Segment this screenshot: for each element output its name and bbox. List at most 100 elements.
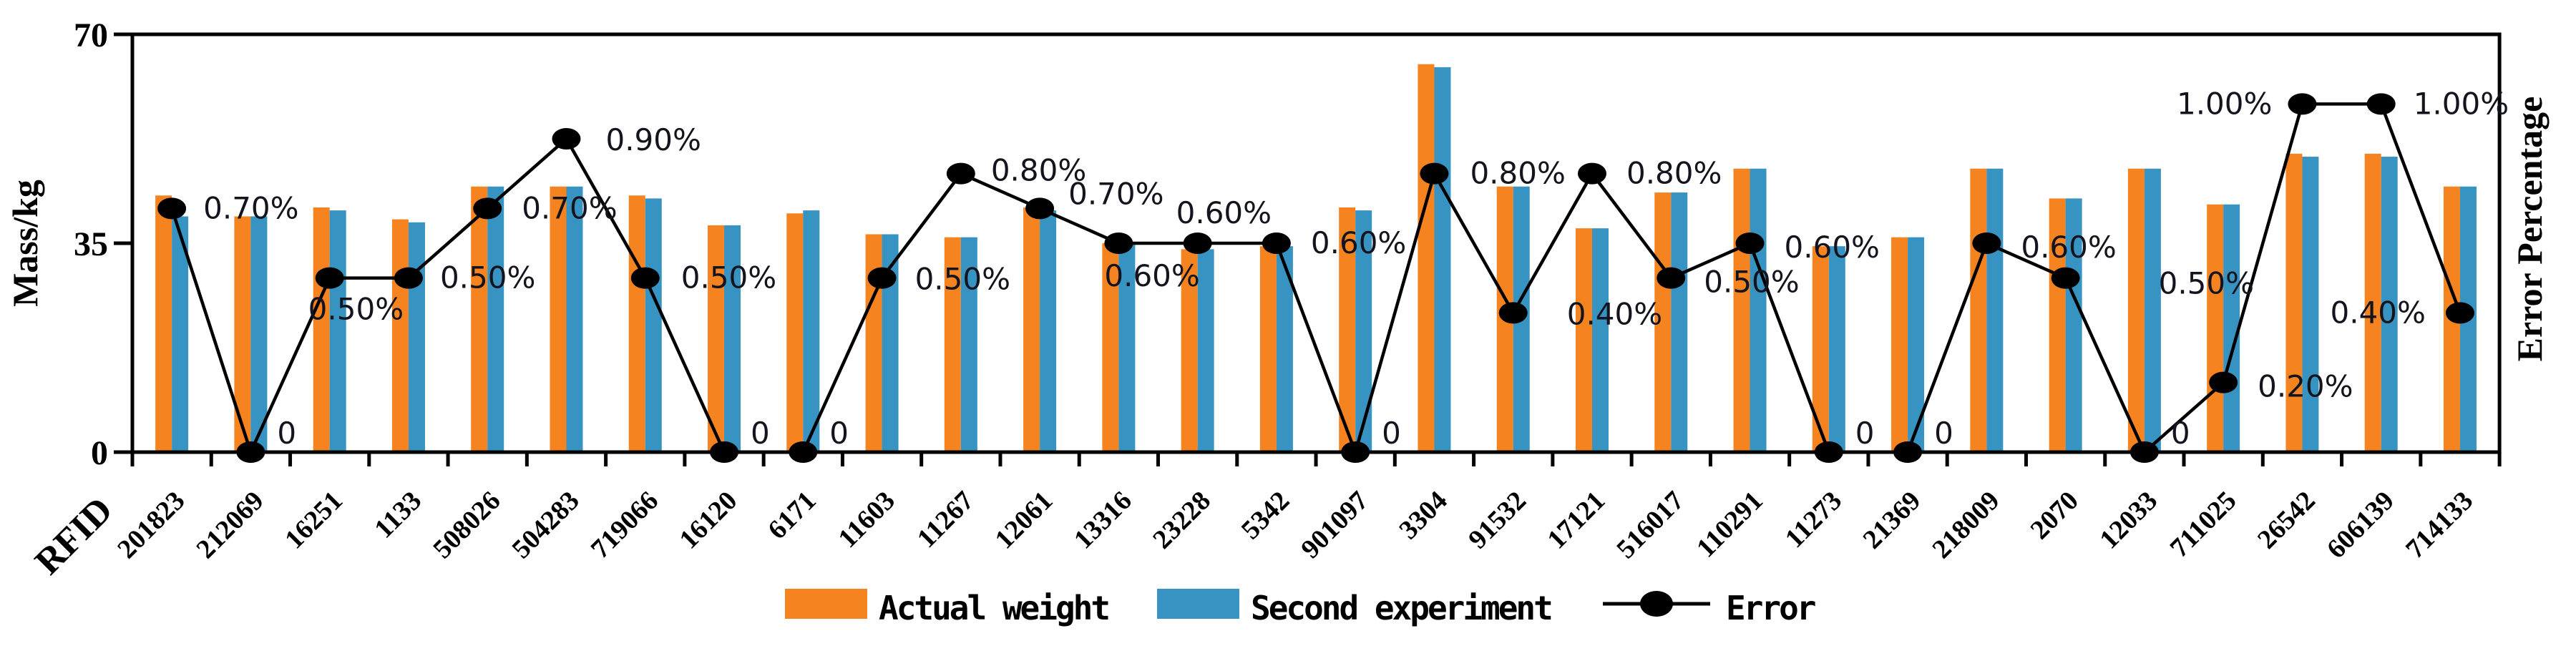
legend-label-actual-weight: Actual weight xyxy=(879,589,1108,627)
error-point-marker xyxy=(630,267,660,289)
bar-second-experiment xyxy=(1040,210,1057,452)
error-value-label: 0.60% xyxy=(2021,230,2116,265)
error-point-marker xyxy=(1577,162,1606,185)
x-category-label: 212069 xyxy=(190,486,269,564)
error-point-marker xyxy=(1657,267,1686,289)
error-point-marker xyxy=(1893,441,1923,463)
error-value-label: 0.90% xyxy=(605,122,701,157)
error-value-label: 0.50% xyxy=(915,262,1010,297)
error-point-marker xyxy=(2051,267,2080,289)
error-value-label: 0.60% xyxy=(1785,230,1880,265)
error-point-marker xyxy=(1025,197,1055,220)
x-category-label: 714133 xyxy=(2400,486,2479,564)
bar-second-experiment xyxy=(1908,237,1925,452)
error-value-label: 0 xyxy=(829,416,849,451)
error-point-marker xyxy=(1814,441,1843,463)
bar-second-experiment xyxy=(487,186,504,452)
bar-actual-weight xyxy=(2285,153,2303,452)
x-category-label: 5342 xyxy=(1236,486,1295,545)
error-point-marker xyxy=(2209,371,2238,393)
bar-actual-weight xyxy=(708,225,725,452)
bar-actual-weight xyxy=(550,186,567,452)
error-value-label: 0.70% xyxy=(522,190,617,225)
error-point-marker xyxy=(236,441,265,463)
error-value-label: 0 xyxy=(1855,416,1875,451)
bar-actual-weight xyxy=(1023,207,1040,452)
bar-second-experiment xyxy=(1197,249,1214,452)
error-value-label: 0 xyxy=(277,416,296,451)
bar-actual-weight xyxy=(155,195,172,452)
error-value-label: 0.50% xyxy=(681,260,776,295)
bar-actual-weight xyxy=(1418,64,1435,452)
bar-second-experiment xyxy=(2065,198,2082,452)
x-category-label: 901097 xyxy=(1295,486,1374,564)
error-value-label: 1.00% xyxy=(2177,86,2272,121)
x-category-label: 201823 xyxy=(112,486,190,564)
error-value-label: 0 xyxy=(2171,416,2190,451)
legend-swatch-actual-weight xyxy=(785,589,867,619)
bar-second-experiment xyxy=(408,222,425,452)
bar-actual-weight xyxy=(1181,249,1198,452)
bar-second-experiment xyxy=(172,216,189,452)
x-category-label: 719066 xyxy=(585,486,664,564)
x-category-label: 12033 xyxy=(2094,486,2163,555)
x-category-label: 516017 xyxy=(1611,486,1689,564)
x-category-label: 508026 xyxy=(427,486,506,564)
error-value-label: 1.00% xyxy=(2414,86,2509,121)
x-category-label: 1133 xyxy=(369,486,427,544)
bar-second-experiment xyxy=(882,234,899,452)
bar-actual-weight xyxy=(944,237,961,452)
error-point-marker xyxy=(946,162,975,185)
error-value-label: 0 xyxy=(751,416,770,451)
bar-actual-weight xyxy=(2049,198,2066,452)
error-point-marker xyxy=(2129,441,2159,463)
error-value-label: 0.40% xyxy=(1567,296,1662,331)
bar-actual-weight xyxy=(1575,228,1592,452)
bar-second-experiment xyxy=(2144,168,2161,452)
error-value-label: 0.50% xyxy=(308,292,404,327)
error-point-marker xyxy=(2366,93,2396,115)
y-axis-tick-label: 0 xyxy=(91,434,108,472)
error-value-label: 0.80% xyxy=(1470,156,1565,191)
x-category-label: 711025 xyxy=(2165,486,2243,564)
x-category-label: 16251 xyxy=(279,486,348,555)
error-point-marker xyxy=(710,441,739,463)
error-point-marker xyxy=(789,441,818,463)
error-value-label: 0.60% xyxy=(1311,225,1406,260)
error-point-marker xyxy=(473,197,502,220)
bar-second-experiment xyxy=(1355,210,1372,452)
error-point-marker xyxy=(1420,162,1449,185)
error-value-label: 0.50% xyxy=(2159,266,2254,301)
bar-actual-weight xyxy=(786,213,804,452)
bar-actual-weight xyxy=(1970,168,1987,452)
bar-actual-weight xyxy=(1339,207,1356,452)
bar-second-experiment xyxy=(724,225,741,452)
bar-actual-weight xyxy=(1812,246,1829,452)
x-category-label: 6171 xyxy=(762,486,821,545)
bar-actual-weight xyxy=(865,234,882,452)
bar-second-experiment xyxy=(645,198,662,452)
bar-actual-weight xyxy=(1654,192,1672,452)
bar-second-experiment xyxy=(329,210,346,452)
bar-actual-weight xyxy=(2127,168,2145,452)
error-value-label: 0.20% xyxy=(2258,369,2353,404)
bar-actual-weight xyxy=(391,219,409,452)
bar-second-experiment xyxy=(960,237,977,452)
bar-second-experiment xyxy=(250,216,268,452)
x-category-label: 16120 xyxy=(674,486,743,555)
error-point-marker xyxy=(552,128,581,150)
error-value-label: 0.70% xyxy=(1068,176,1163,211)
legend-error-marker xyxy=(1640,591,1673,617)
x-category-label: 606139 xyxy=(2321,486,2400,564)
error-value-label: 0.80% xyxy=(991,153,1086,188)
bar-second-experiment xyxy=(2302,157,2319,452)
legend-label-second-experiment: Second experiment xyxy=(1251,589,1551,627)
x-category-label: 3304 xyxy=(1393,486,1453,545)
x-category-label: 11273 xyxy=(1780,486,1848,554)
bar-second-experiment xyxy=(1671,192,1688,452)
bar-second-experiment xyxy=(1591,228,1609,452)
error-value-label: 0.50% xyxy=(1704,265,1799,300)
bar-actual-weight xyxy=(1891,237,1908,452)
bar-actual-weight xyxy=(628,195,645,452)
